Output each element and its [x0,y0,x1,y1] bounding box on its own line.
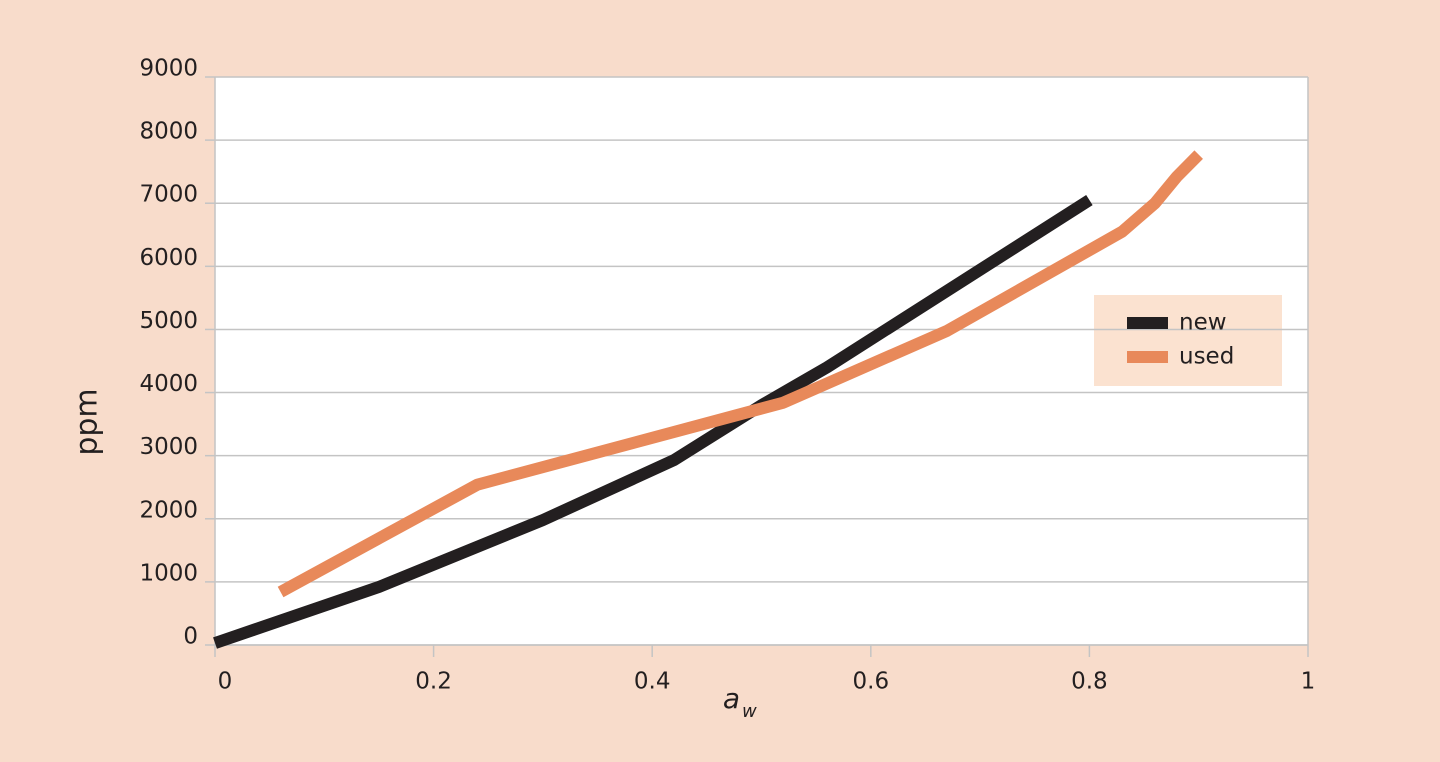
x-axis-label-subscript: w [742,701,757,722]
x-tick-label: 1 [1301,669,1316,695]
y-axis-label: ppm [70,388,105,455]
y-tick-label: 3000 [139,434,198,460]
data-line [277,150,1203,598]
y-tick-label: 2000 [139,497,198,523]
x-axis-label: a [723,682,740,715]
y-tick-label: 6000 [139,245,198,271]
y-tick-label: 7000 [139,182,198,208]
y-tick-label: 0 [183,624,198,650]
legend-label: used [1179,344,1234,370]
y-tick-label: 9000 [139,56,198,82]
y-tick-label: 4000 [139,371,198,397]
x-tick-label: 0.6 [853,669,890,695]
x-tick-label: 0 [218,669,233,695]
legend-box [1094,295,1282,386]
x-tick-label: 0.4 [634,669,671,695]
y-tick-label: 8000 [139,119,198,145]
x-tick-label: 0.8 [1071,669,1108,695]
y-tick-label: 5000 [139,308,198,334]
x-tick-label: 0.2 [415,669,452,695]
data-line [213,195,1093,649]
y-tick-label: 1000 [139,560,198,586]
legend-label: new [1179,310,1227,336]
